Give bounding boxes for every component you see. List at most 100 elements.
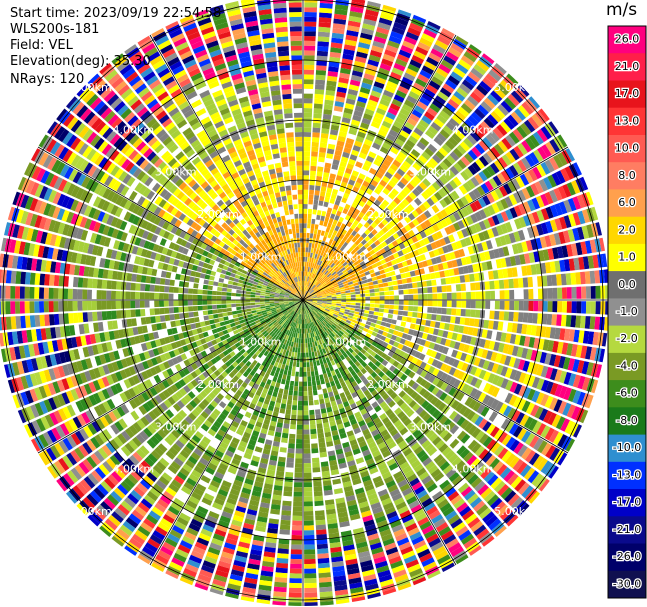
velocity-gate (364, 228, 371, 236)
velocity-gate (478, 220, 487, 231)
velocity-gate (371, 253, 378, 259)
velocity-gate (419, 213, 428, 221)
velocity-gate (316, 293, 322, 296)
velocity-gate (339, 126, 349, 133)
velocity-gate (305, 292, 309, 297)
velocity-gate (361, 27, 374, 36)
velocity-gate (368, 281, 374, 286)
velocity-gate (328, 274, 333, 279)
velocity-gate (467, 95, 479, 107)
velocity-gate (384, 171, 393, 180)
velocity-gate (540, 193, 550, 207)
velocity-gate (465, 256, 472, 265)
velocity-gate (446, 154, 456, 165)
velocity-gate (435, 164, 446, 175)
velocity-gate (318, 156, 325, 163)
velocity-gate (375, 76, 387, 85)
velocity-gate (445, 277, 451, 285)
velocity-gate (391, 275, 397, 281)
velocity-gate (421, 92, 433, 103)
velocity-gate (450, 42, 464, 54)
velocity-gate (358, 211, 365, 219)
velocity-gate (303, 261, 305, 267)
velocity-gate (447, 75, 460, 86)
velocity-gate (307, 297, 313, 299)
velocity-gate (311, 284, 315, 289)
velocity-gate (348, 271, 355, 276)
velocity-gate (309, 289, 314, 294)
velocity-gate (378, 17, 393, 26)
velocity-gate (342, 261, 348, 267)
velocity-gate (316, 244, 321, 250)
velocity-gate (357, 46, 369, 54)
velocity-gate (467, 245, 475, 255)
velocity-gate (388, 286, 394, 291)
velocity-gate (531, 225, 540, 237)
velocity-gate (572, 227, 580, 241)
velocity-gate (557, 152, 568, 166)
velocity-gate (488, 270, 494, 280)
velocity-gate (378, 229, 385, 237)
velocity-gate (311, 151, 318, 157)
velocity-gate (423, 210, 432, 219)
velocity-gate (490, 190, 500, 202)
velocity-gate (307, 276, 310, 282)
velocity-gate (309, 288, 313, 293)
velocity-gate (439, 129, 450, 139)
velocity-gate (367, 278, 373, 283)
velocity-gate (336, 221, 342, 228)
velocity-gate (304, 291, 307, 296)
velocity-gate (336, 278, 342, 283)
velocity-gate (467, 164, 478, 176)
velocity-gate (454, 275, 461, 284)
velocity-gate (464, 99, 476, 111)
velocity-gate (545, 141, 556, 155)
velocity-gate (310, 278, 314, 283)
velocity-gate (355, 135, 365, 143)
velocity-gate (554, 218, 563, 231)
velocity-gate (578, 256, 585, 270)
velocity-gate (553, 154, 564, 169)
velocity-gate (303, 199, 308, 205)
velocity-gate (304, 45, 316, 51)
velocity-gate (470, 67, 484, 80)
velocity-gate (548, 121, 559, 135)
velocity-gate (363, 113, 373, 121)
velocity-gate (304, 7, 317, 13)
velocity-gate (485, 73, 498, 86)
velocity-gate (335, 145, 344, 152)
velocity-gate (437, 263, 444, 271)
velocity-gate (342, 151, 350, 159)
velocity-gate (397, 134, 407, 143)
velocity-gate (318, 152, 326, 158)
velocity-gate (366, 104, 377, 112)
velocity-gate (521, 157, 532, 170)
velocity-gate (344, 39, 357, 47)
velocity-gate (458, 266, 465, 275)
velocity-gate (553, 232, 561, 245)
velocity-gate (362, 77, 374, 86)
velocity-gate (397, 85, 409, 95)
velocity-gate (325, 253, 330, 259)
velocity-gate (308, 288, 312, 293)
velocity-gate (381, 218, 389, 226)
velocity-gate (488, 249, 496, 260)
velocity-gate (319, 195, 325, 202)
velocity-gate (323, 104, 333, 111)
velocity-gate (314, 280, 318, 285)
velocity-gate (470, 254, 477, 264)
velocity-gate (391, 240, 399, 247)
velocity-gate (317, 284, 322, 288)
velocity-gate (327, 71, 338, 77)
velocity-gate (412, 263, 419, 270)
velocity-gate (308, 199, 314, 205)
velocity-gate (436, 114, 448, 125)
velocity-gate (456, 258, 463, 267)
velocity-gate (392, 224, 400, 232)
velocity-gate (304, 290, 306, 296)
velocity-gate (428, 184, 437, 194)
velocity-gate (310, 161, 317, 167)
velocity-gate (460, 238, 468, 248)
velocity-gate (317, 36, 330, 43)
velocity-gate (406, 259, 413, 266)
